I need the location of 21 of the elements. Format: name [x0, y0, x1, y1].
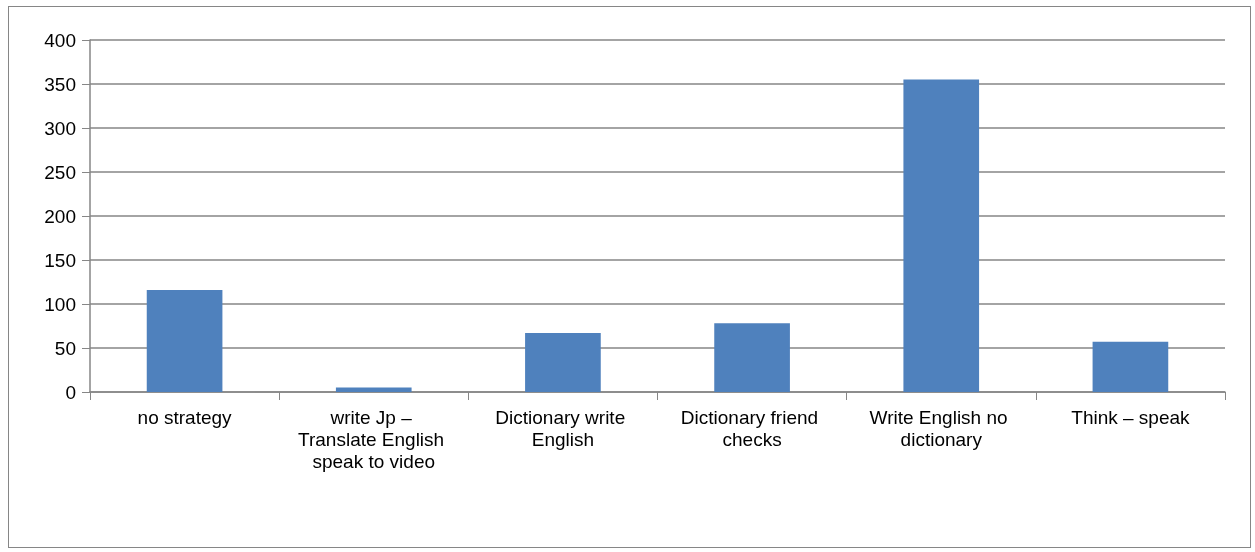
y-tick-label: 200: [44, 205, 76, 227]
y-tick-label: 400: [44, 29, 76, 51]
x-tick-label: no strategy: [137, 406, 233, 428]
x-tick-label: Dictionary friend checks: [680, 406, 824, 450]
y-tick-label: 250: [44, 161, 76, 183]
bar: [714, 323, 790, 392]
y-tick-label: 350: [44, 73, 76, 95]
bar: [146, 289, 223, 392]
bar: [1092, 341, 1169, 392]
x-tick-label: Think – speak: [1071, 406, 1191, 428]
bar: [335, 387, 412, 392]
bar: [903, 79, 980, 392]
bar: [525, 333, 601, 392]
y-tick-label: 300: [44, 117, 76, 139]
x-tick-label: write Jp – Translate English speak to video: [298, 406, 450, 472]
y-tick-label: 100: [44, 293, 76, 315]
x-tick-label: Dictionary write English: [495, 406, 631, 450]
y-tick-label: 150: [44, 249, 76, 271]
y-tick-label: 50: [54, 337, 76, 359]
x-tick-label: Write English no dictionary: [869, 406, 1013, 450]
y-tick-label: 0: [65, 381, 76, 403]
